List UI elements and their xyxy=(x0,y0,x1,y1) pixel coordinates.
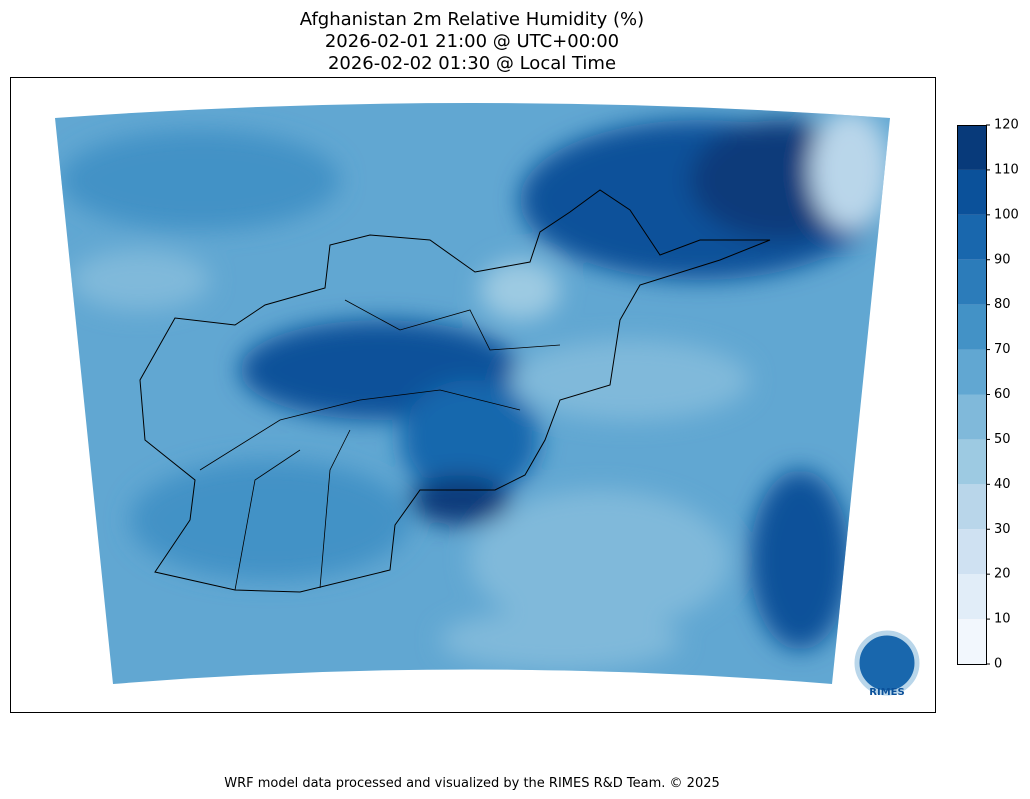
colorbar-bin xyxy=(957,304,986,350)
colorbar-tick-label: 50 xyxy=(994,432,1011,447)
logo xyxy=(854,630,920,696)
title-line: Afghanistan 2m Relative Humidity (%) xyxy=(300,9,644,30)
province-borders xyxy=(199,299,561,591)
colorbar-bin xyxy=(957,125,986,170)
colorbar-bin xyxy=(957,349,986,395)
colorbar-bin xyxy=(957,394,986,440)
colorbar-bin xyxy=(957,214,986,260)
colorbar-tick-label: 30 xyxy=(994,522,1011,537)
colorbar-bin xyxy=(957,529,986,575)
colorbar-tick-label: 40 xyxy=(994,477,1011,492)
title-line: 2026-02-01 21:00 @ UTC+00:00 xyxy=(325,31,619,52)
colorbar-bin xyxy=(957,169,986,215)
colorbar-tick-label: 10 xyxy=(994,612,1011,627)
footer: WRF model data processed and visualized … xyxy=(224,776,720,791)
logo-text: RIMES xyxy=(869,687,904,698)
title-line: 2026-02-02 01:30 @ Local Time xyxy=(328,53,616,74)
colorbar-tick-label: 100 xyxy=(994,207,1019,222)
map-frame xyxy=(10,77,936,713)
colorbar-tick-label: 110 xyxy=(994,162,1019,177)
colorbar-bin xyxy=(957,439,986,485)
colorbar-tick-label: 80 xyxy=(994,297,1011,312)
colorbar-tick-label: 90 xyxy=(994,252,1011,267)
colorbar-bin xyxy=(957,574,986,620)
colorbar-bin xyxy=(957,259,986,305)
colorbar-tick-label: 70 xyxy=(994,342,1011,357)
country-border xyxy=(139,189,771,593)
colorbar-bin xyxy=(957,484,986,530)
colorbar-tick-label: 120 xyxy=(994,118,1019,133)
colorbar-tick-label: 60 xyxy=(994,387,1011,402)
humidity-field xyxy=(55,103,890,684)
colorbar-tick-label: 20 xyxy=(994,567,1011,582)
colorbar-bin xyxy=(957,619,986,664)
colorbar-tick-label: 0 xyxy=(994,657,1002,672)
